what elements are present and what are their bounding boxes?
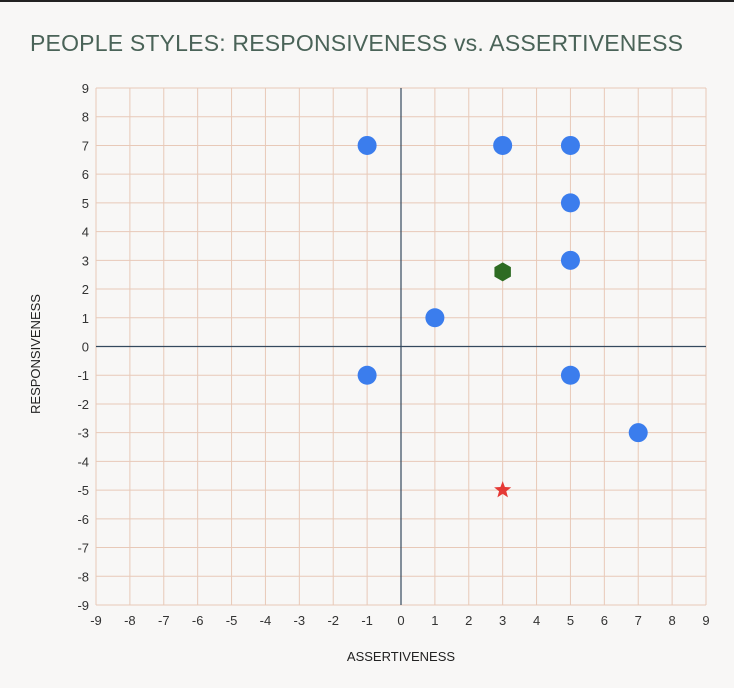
x-tick-label: -3: [294, 613, 306, 628]
y-tick-label: -1: [77, 368, 89, 383]
y-tick-label: -7: [77, 541, 89, 556]
data-point-hexagon: [494, 262, 511, 282]
data-point-circle: [493, 135, 513, 155]
x-tick-label: -6: [192, 613, 204, 628]
y-tick-label: 8: [82, 110, 89, 125]
y-tick-label: -5: [77, 483, 89, 498]
y-tick-label: 5: [82, 196, 89, 211]
y-tick-label: 9: [82, 81, 89, 96]
x-tick-label: 7: [635, 613, 642, 628]
x-tick-label: -8: [124, 613, 136, 628]
x-tick-label: -9: [90, 613, 102, 628]
y-tick-label: 0: [82, 340, 89, 355]
y-tick-label: 4: [82, 225, 89, 240]
data-point-circle: [560, 365, 580, 385]
y-tick-label: -9: [77, 598, 89, 613]
data-point-circle: [560, 250, 580, 270]
x-tick-label: -5: [226, 613, 238, 628]
y-axis-title: RESPONSIVENESS: [28, 294, 43, 414]
data-points: [357, 135, 648, 498]
y-tick-label: 6: [82, 167, 89, 182]
y-tick-label: 2: [82, 282, 89, 297]
x-axis-title: ASSERTIVENESS: [347, 649, 455, 664]
zero-axes: [96, 88, 706, 605]
data-point-circle: [560, 135, 580, 155]
x-tick-label: 6: [601, 613, 608, 628]
y-tick-label: -2: [77, 397, 89, 412]
x-tick-label: 5: [567, 613, 574, 628]
x-tick-labels: -9 -8 -7 -6 -5 -4 -3 -2 -1 0 1 2 3 4 5 6 7 8 9: [90, 613, 709, 628]
x-tick-label: -4: [260, 613, 272, 628]
data-point-circle: [628, 423, 648, 443]
x-tick-label: -1: [361, 613, 373, 628]
x-tick-label: 0: [397, 613, 404, 628]
x-tick-label: 3: [499, 613, 506, 628]
x-tick-label: 4: [533, 613, 540, 628]
y-tick-label: -6: [77, 512, 89, 527]
x-tick-label: -2: [327, 613, 339, 628]
y-tick-label: 7: [82, 138, 89, 153]
x-tick-label: 8: [668, 613, 675, 628]
y-tick-label: -3: [77, 426, 89, 441]
data-point-circle: [357, 135, 377, 155]
y-tick-label: 3: [82, 253, 89, 268]
data-point-circle: [560, 193, 580, 213]
x-tick-label: -7: [158, 613, 170, 628]
x-tick-label: 9: [702, 613, 709, 628]
x-tick-label: 2: [465, 613, 472, 628]
y-tick-labels: -9 -8 -7 -6 -5 -4 -3 -2 -1 0 1 2 3 4 5 6 7 8 9: [77, 81, 89, 613]
y-tick-label: -4: [77, 454, 89, 469]
y-tick-label: -8: [77, 569, 89, 584]
data-point-circle: [357, 365, 377, 385]
x-tick-label: 1: [431, 613, 438, 628]
y-tick-label: 1: [82, 311, 89, 326]
data-point-circle: [425, 308, 445, 328]
data-point-star: [494, 481, 512, 498]
chart-title: PEOPLE STYLES: RESPONSIVENESS vs. ASSERT…: [30, 30, 684, 56]
